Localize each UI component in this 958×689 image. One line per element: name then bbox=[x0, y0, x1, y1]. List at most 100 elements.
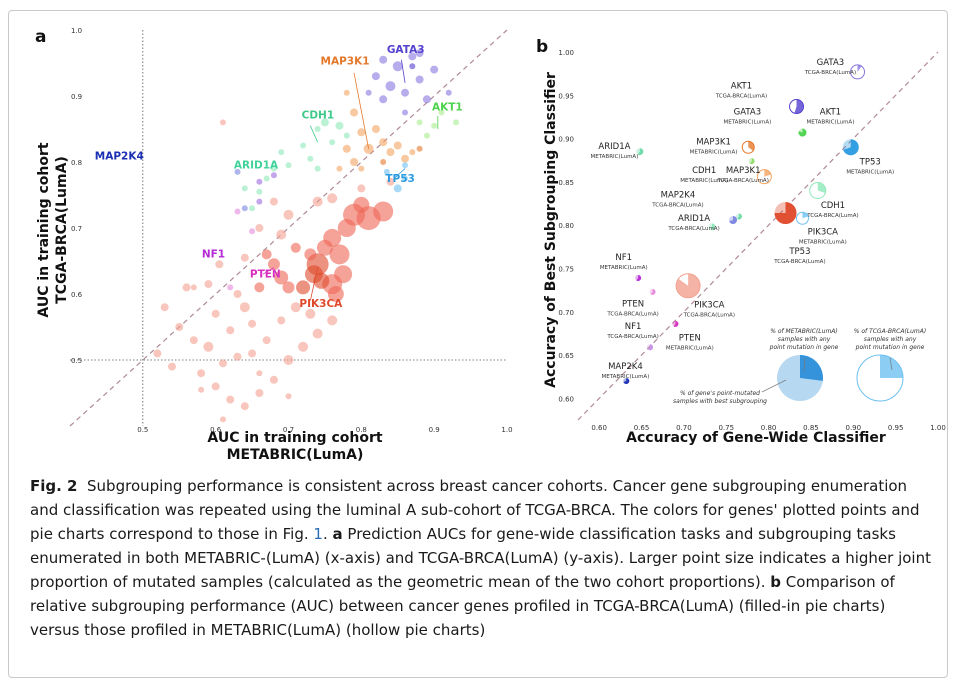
legend-metabric-note: point mutation in gene bbox=[769, 344, 839, 351]
panel-b-cohort-label: METABRIC(LumA) bbox=[723, 119, 771, 125]
panel-a-point bbox=[249, 205, 256, 212]
panel-b-gene-label: MAP2K4 bbox=[661, 190, 696, 200]
panel-a-point bbox=[386, 148, 395, 157]
panel-a-point bbox=[416, 119, 423, 126]
panel-b-ytick-label: 0.60 bbox=[558, 395, 574, 403]
panel-a-point bbox=[215, 260, 224, 269]
panel-b-xtick-label: 0.70 bbox=[676, 424, 692, 432]
panel-a-point bbox=[261, 249, 272, 260]
panel-a-point bbox=[241, 205, 248, 212]
panel-b-legend: % of METABRIC(LumA)samples with anypoint… bbox=[673, 328, 926, 405]
panel-a-ytick-label: 0.7 bbox=[71, 225, 82, 233]
panel-a-gene-label: GATA3 bbox=[387, 44, 425, 56]
panel-a-point bbox=[380, 159, 387, 165]
panel-b-gene-label: GATA3 bbox=[734, 107, 762, 117]
panel-a-leader-line bbox=[309, 125, 318, 143]
panel-b-cohort-label: TCGA-BRCA(LumA) bbox=[651, 202, 703, 208]
caption-figure-label: Fig. 2 bbox=[30, 477, 78, 495]
panel-a-point bbox=[416, 145, 423, 152]
panel-a-point bbox=[241, 185, 248, 192]
panel-a-point bbox=[357, 128, 366, 137]
panel-a-point bbox=[269, 375, 278, 384]
pie-wedge bbox=[843, 139, 859, 156]
panel-b-diagonal bbox=[577, 51, 939, 421]
panel-a-point bbox=[182, 283, 191, 292]
panel-a-point bbox=[445, 89, 452, 96]
panel-a-point bbox=[274, 270, 289, 285]
panel-b-gene-label: PTEN bbox=[622, 300, 644, 310]
panel-a-point bbox=[298, 341, 309, 352]
caption-panel-b-label: b bbox=[770, 573, 782, 591]
panel-b-pie-map3k1 bbox=[741, 140, 755, 154]
panel-a-point bbox=[283, 355, 294, 365]
panel-b-cohort-label: TCGA-BRCA(LumA) bbox=[667, 226, 719, 232]
panel-b-ytick-label: 0.75 bbox=[558, 265, 574, 273]
panel-b-cohort-label: METABRIC(LumA) bbox=[690, 150, 738, 156]
pie-wedge bbox=[637, 148, 644, 156]
panel-a-point bbox=[353, 196, 370, 213]
pie-wedge bbox=[648, 344, 653, 351]
panel-a-point bbox=[423, 132, 430, 139]
pie-wedge bbox=[650, 288, 656, 295]
panel-a-point bbox=[204, 280, 213, 289]
panel-b-cohort-label: METABRIC(LumA) bbox=[591, 154, 639, 160]
panel-b-xtick-label: 0.90 bbox=[845, 424, 861, 432]
panel-a-gene-label: PIK3CA bbox=[299, 298, 343, 310]
panel-b-cohort-label: TCGA-BRCA(LumA) bbox=[773, 259, 825, 265]
panel-a-point bbox=[218, 359, 227, 368]
panel-a-point bbox=[240, 253, 249, 262]
pie-wedge bbox=[764, 169, 772, 177]
panel-a-point bbox=[270, 172, 277, 179]
panel-a-point bbox=[373, 201, 394, 222]
panel-a-point bbox=[438, 109, 445, 116]
panel-a-point bbox=[270, 165, 277, 172]
panel-b-cohort-label: METABRIC(LumA) bbox=[846, 170, 894, 176]
panel-b-cohort-label: TCGA-BRCA(LumA) bbox=[716, 178, 768, 184]
panel-b-cohort-label: TCGA-BRCA(LumA) bbox=[606, 312, 658, 318]
pie-wedge bbox=[737, 213, 742, 220]
panel-a-point bbox=[350, 108, 359, 117]
panel-a-point bbox=[255, 389, 264, 397]
panel-b-pies bbox=[623, 64, 866, 385]
caption-panel-a-label: a bbox=[332, 525, 343, 543]
panel-a-ytick-label: 0.5 bbox=[71, 357, 82, 365]
panel-b-xlabel: Accuracy of Gene-Wide Classifier bbox=[626, 430, 886, 446]
panel-a-point bbox=[226, 326, 235, 335]
panel-a-point bbox=[357, 184, 366, 193]
panel-b-gene-label: NF1 bbox=[625, 322, 642, 332]
panel-a-point bbox=[296, 280, 311, 295]
panel-a-point bbox=[320, 118, 329, 127]
panel-b-gene-label: TP53 bbox=[859, 158, 881, 168]
panel-b-pie-akt1 bbox=[789, 99, 805, 115]
panel-a-point bbox=[313, 272, 330, 289]
panel-a-point bbox=[393, 141, 402, 150]
panel-b-xtick-label: 1.00 bbox=[930, 424, 946, 432]
panel-a-point bbox=[256, 178, 263, 185]
panel-a-point bbox=[393, 184, 402, 193]
panel-b-gene-label: PIK3CA bbox=[694, 300, 725, 310]
panel-a-point bbox=[211, 309, 220, 318]
panel-a-point bbox=[401, 88, 410, 97]
panel-a-point bbox=[409, 63, 416, 70]
panel-a-point bbox=[327, 193, 338, 204]
pie-wedge bbox=[749, 158, 755, 165]
panel-b-ytick-label: 0.90 bbox=[558, 136, 574, 144]
panel-a-point bbox=[385, 81, 396, 92]
panel-b-cohort-label: TCGA-BRCA(LumA) bbox=[804, 70, 856, 76]
panel-b-pie-nf1 bbox=[647, 344, 653, 351]
panel-b-xtick-label: 0.80 bbox=[761, 424, 777, 432]
panel-a-point bbox=[254, 282, 265, 293]
panel-a-point bbox=[365, 89, 372, 96]
panel-b-cohort-label: METABRIC(LumA) bbox=[600, 265, 648, 271]
panel-a-gene-label: NF1 bbox=[202, 249, 225, 261]
panel-a-point bbox=[329, 139, 336, 146]
panel-a-point bbox=[415, 75, 424, 84]
caption-figure-ref-link[interactable]: 1 bbox=[313, 525, 323, 543]
caption-panel-b-text: Comparison of relative subgrouping perfo… bbox=[30, 573, 895, 639]
panel-a-ytick-label: 1.0 bbox=[71, 27, 82, 35]
pie-wedge bbox=[676, 273, 701, 298]
panel-a-point bbox=[240, 402, 249, 411]
panel-b-xtick-label: 0.75 bbox=[718, 424, 734, 432]
panel-b-ylabel: Accuracy of Best Subgrouping Classifier bbox=[543, 72, 559, 388]
panel-a-point bbox=[334, 265, 353, 284]
